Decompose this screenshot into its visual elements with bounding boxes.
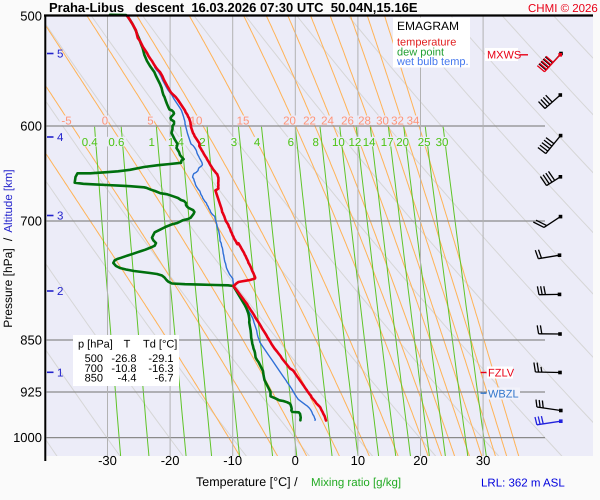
svg-text:14: 14 — [363, 137, 376, 149]
svg-text:24: 24 — [321, 116, 334, 128]
svg-text:20: 20 — [396, 137, 409, 149]
svg-text:-10: -10 — [223, 453, 242, 468]
svg-text:CHMI © 2026: CHMI © 2026 — [528, 3, 598, 15]
svg-text:dew point: dew point — [397, 46, 444, 58]
svg-text:3: 3 — [231, 137, 237, 149]
svg-text:5: 5 — [57, 49, 63, 61]
svg-text:28: 28 — [358, 116, 371, 128]
svg-text:Praha-Libus descent 16.03.2: Praha-Libus descent 16.03.2026 07:30 UTC… — [49, 0, 418, 15]
svg-text:26: 26 — [341, 116, 354, 128]
svg-text:2: 2 — [57, 286, 63, 298]
svg-text:5: 5 — [147, 116, 153, 128]
svg-text:MXWS: MXWS — [487, 50, 521, 62]
svg-text:17: 17 — [381, 137, 394, 149]
svg-text:temperature: temperature — [397, 37, 456, 49]
svg-text:LRL: 362 m ASL: LRL: 362 m ASL — [481, 478, 565, 490]
svg-text:-16.3: -16.3 — [148, 363, 173, 375]
svg-text:-26.8: -26.8 — [111, 353, 136, 365]
svg-text:EMAGRAM: EMAGRAM — [397, 19, 459, 33]
svg-text:1000: 1000 — [13, 430, 42, 445]
svg-text:0.4: 0.4 — [82, 137, 99, 149]
svg-text:850: 850 — [20, 333, 42, 348]
svg-text:2: 2 — [199, 137, 205, 149]
svg-text:30: 30 — [376, 116, 389, 128]
svg-text:-5: -5 — [61, 116, 71, 128]
svg-text:3: 3 — [57, 211, 63, 223]
svg-text:/: / — [1, 237, 15, 241]
svg-text:6: 6 — [288, 137, 294, 149]
svg-text:-29.1: -29.1 — [148, 353, 173, 365]
svg-text:12: 12 — [349, 137, 362, 149]
svg-text:30: 30 — [476, 453, 490, 468]
svg-text:WBZL: WBZL — [488, 389, 519, 401]
svg-text:10: 10 — [351, 453, 365, 468]
svg-text:-6.7: -6.7 — [155, 373, 174, 385]
svg-text:10: 10 — [332, 137, 345, 149]
svg-text:Td [°C]: Td [°C] — [143, 339, 177, 351]
svg-text:-30: -30 — [98, 453, 117, 468]
svg-text:30: 30 — [436, 137, 449, 149]
svg-text:p [hPa]: p [hPa] — [78, 339, 113, 351]
svg-text:10: 10 — [190, 116, 203, 128]
svg-text:Altitude [km]: Altitude [km] — [3, 169, 15, 232]
svg-text:4: 4 — [57, 132, 64, 144]
svg-text:1: 1 — [148, 137, 154, 149]
svg-text:20: 20 — [283, 116, 296, 128]
svg-text:500: 500 — [20, 9, 42, 24]
svg-text:600: 600 — [20, 119, 42, 134]
svg-text:32: 32 — [391, 116, 404, 128]
svg-text:700: 700 — [85, 363, 103, 375]
svg-text:700: 700 — [20, 214, 42, 229]
svg-text:FZLV: FZLV — [488, 368, 515, 380]
svg-text:500: 500 — [85, 353, 103, 365]
svg-text:-4.4: -4.4 — [118, 373, 137, 385]
svg-text:0: 0 — [102, 116, 108, 128]
svg-text:20: 20 — [413, 453, 427, 468]
svg-text:0.6: 0.6 — [108, 137, 124, 149]
svg-text:1: 1 — [57, 367, 63, 379]
svg-text:22: 22 — [303, 116, 316, 128]
svg-text:34: 34 — [407, 116, 420, 128]
svg-text:850: 850 — [85, 373, 103, 385]
svg-text:0: 0 — [292, 453, 299, 468]
svg-text:4: 4 — [254, 137, 261, 149]
svg-text:Pressure [hPa]: Pressure [hPa] — [1, 248, 15, 327]
svg-text:-10.8: -10.8 — [111, 363, 136, 375]
svg-text:Temperature [°C] /: Temperature [°C] / — [196, 475, 298, 489]
svg-text:Mixing ratio [g/kg]: Mixing ratio [g/kg] — [311, 477, 401, 489]
svg-text:25: 25 — [418, 137, 431, 149]
svg-text:wet bulb temp.: wet bulb temp. — [396, 56, 469, 68]
svg-text:15: 15 — [237, 116, 250, 128]
svg-text:925: 925 — [20, 385, 42, 400]
svg-text:8: 8 — [312, 137, 318, 149]
svg-text:-20: -20 — [161, 453, 180, 468]
svg-text:T: T — [124, 339, 131, 351]
